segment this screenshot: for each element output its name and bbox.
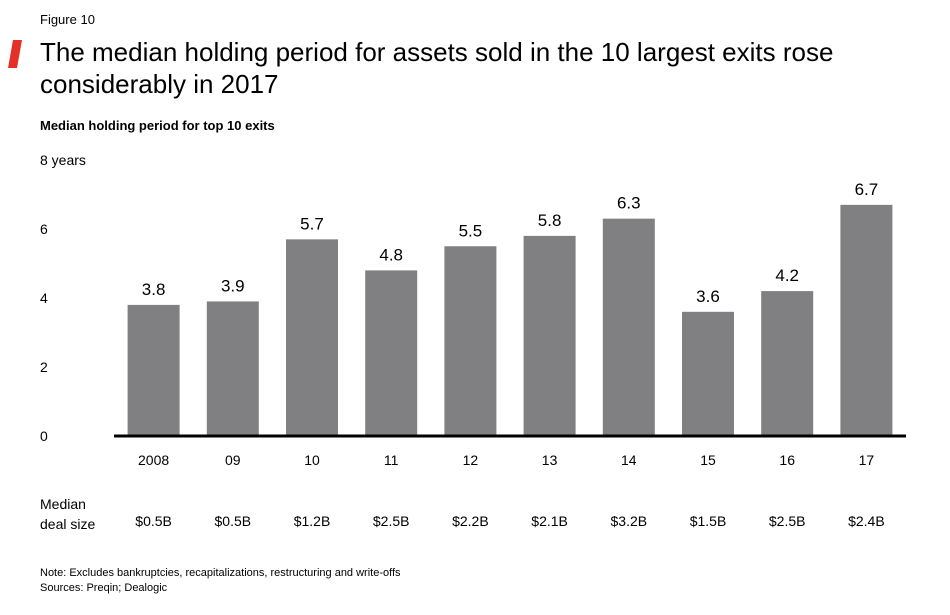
deal-size-value: $0.5B: [135, 513, 172, 529]
bar-value-label: 3.8: [142, 280, 166, 299]
bar: [523, 235, 576, 436]
deal-size-value: $2.1B: [531, 513, 568, 529]
y-tick-label: 4: [40, 290, 48, 306]
deal-size-value: $3.2B: [611, 513, 648, 529]
x-tick-label: 2008: [138, 452, 169, 468]
x-tick-label: 13: [542, 452, 558, 468]
x-tick-label: 10: [304, 452, 320, 468]
deal-size-value: $2.5B: [769, 513, 806, 529]
x-tick-label: 15: [700, 452, 716, 468]
bar-value-label: 4.8: [379, 245, 403, 264]
bar-value-label: 5.7: [300, 214, 324, 233]
chart-subtitle: Median holding period for top 10 exits: [40, 118, 275, 133]
bar: [761, 291, 814, 436]
x-tick-label: 14: [621, 452, 637, 468]
x-tick-label: 16: [779, 452, 795, 468]
x-tick-label: 17: [859, 452, 875, 468]
y-tick-label: 0: [40, 428, 48, 444]
deal-size-value: $2.4B: [848, 513, 885, 529]
accent-shape: [8, 40, 22, 68]
x-tick-label: 12: [463, 452, 479, 468]
chart-title: The median holding period for assets sol…: [40, 37, 834, 99]
deal-size-value: $1.5B: [690, 513, 727, 529]
deal-size-value: $2.5B: [373, 513, 410, 529]
deal-size-label-line-2: deal size: [40, 516, 96, 532]
bar: [206, 301, 259, 436]
bar-value-label: 4.2: [775, 266, 799, 285]
bar: [127, 304, 180, 436]
bar: [682, 311, 734, 436]
bar-value-label: 6.3: [617, 194, 641, 213]
deal-size-value: $2.2B: [452, 513, 489, 529]
deal-size-label: Median deal size: [40, 494, 95, 534]
bar: [602, 218, 655, 436]
sources-text: Sources: Preqin; Dealogic: [40, 582, 168, 594]
accent-mark-icon: [8, 40, 22, 68]
deal-size-label-line-1: Median: [40, 496, 86, 512]
deal-size-value: $0.5B: [215, 513, 252, 529]
x-tick-label: 09: [225, 452, 241, 468]
bar-value-label: 3.9: [221, 276, 245, 295]
figure-label: Figure 10: [40, 12, 95, 27]
y-tick-label: 6: [40, 221, 48, 237]
bar-value-label: 5.8: [538, 211, 562, 230]
note-text: Note: Excludes bankruptcies, recapitaliz…: [40, 567, 401, 579]
bar-value-label: 6.7: [855, 180, 879, 199]
bar: [444, 246, 497, 436]
bar: [840, 204, 893, 436]
bar: [286, 239, 338, 436]
bar-value-label: 3.6: [696, 287, 720, 306]
y-tick-label: 2: [40, 359, 48, 375]
y-tick-label: 8 years: [40, 152, 86, 168]
bar: [365, 270, 418, 436]
bar-value-label: 5.5: [459, 221, 483, 240]
deal-size-value: $1.2B: [294, 513, 331, 529]
x-tick-label: 11: [384, 452, 399, 468]
footnotes: Note: Excludes bankruptcies, recapitaliz…: [40, 566, 401, 596]
